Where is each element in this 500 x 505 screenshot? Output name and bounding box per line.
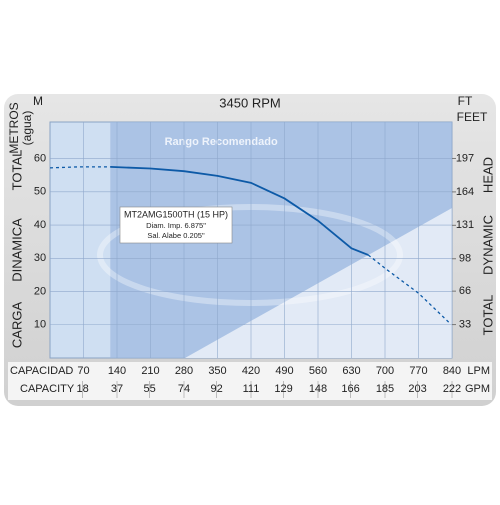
x2-tick-label: 166 bbox=[341, 383, 359, 395]
axis-strip bbox=[8, 362, 492, 400]
annotation-box bbox=[119, 206, 233, 244]
x-tick-label: 280 bbox=[175, 365, 193, 377]
x2-tick-label: 37 bbox=[111, 383, 123, 395]
x-tick-label: 350 bbox=[208, 365, 226, 377]
region-label: Rango Recomendado bbox=[165, 136, 278, 148]
y2-tick-label: 131 bbox=[456, 219, 474, 231]
annotation-text: Sal. Alabe 0.205" bbox=[147, 231, 205, 240]
x-tick-label: 630 bbox=[342, 365, 360, 377]
x-tick-label: 210 bbox=[141, 365, 159, 377]
watermark bbox=[97, 204, 403, 306]
y2-tick-label: 33 bbox=[459, 318, 471, 330]
y-tick-label: 40 bbox=[34, 219, 46, 231]
x2-unit: GPM bbox=[465, 383, 490, 395]
right-label: HEAD bbox=[480, 157, 495, 193]
x-tick-label: 840 bbox=[443, 365, 461, 377]
x-unit: LPM bbox=[467, 365, 490, 377]
x-tick-label: 700 bbox=[376, 365, 394, 377]
left-label: TOTAL bbox=[9, 150, 24, 191]
annotation-text: Diam. Imp. 6.875" bbox=[146, 221, 206, 230]
x-tick-label: 770 bbox=[409, 365, 427, 377]
x2-tick-label: 18 bbox=[76, 383, 88, 395]
x2-tick-label: 129 bbox=[274, 383, 292, 395]
x2-label: CAPACITY bbox=[20, 383, 75, 395]
x-label: CAPACIDAD bbox=[10, 365, 73, 377]
left-unit: M bbox=[33, 94, 43, 108]
x2-tick-label: 92 bbox=[210, 383, 222, 395]
right-label: DYNAMIC bbox=[480, 215, 495, 275]
title: 3450 RPM bbox=[219, 95, 280, 110]
y-tick-label: 60 bbox=[34, 152, 46, 164]
y-tick-label: 10 bbox=[34, 319, 46, 331]
x2-tick-label: 185 bbox=[376, 383, 394, 395]
right-unit: FEET bbox=[457, 110, 488, 124]
left-axis-title: METROS bbox=[7, 102, 21, 153]
x2-tick-label: 222 bbox=[443, 383, 461, 395]
right-unit: FT bbox=[458, 94, 473, 108]
x2-tick-label: 74 bbox=[178, 383, 190, 395]
x2-tick-label: 148 bbox=[309, 383, 327, 395]
left-label: DINAMICA bbox=[9, 218, 24, 282]
curve bbox=[367, 254, 450, 323]
y2-tick-label: 98 bbox=[459, 253, 471, 265]
annotation-text: MT2AMG1500TH (15 HP) bbox=[124, 209, 228, 219]
x-tick-label: 140 bbox=[108, 365, 126, 377]
y-tick-label: 50 bbox=[34, 186, 46, 198]
x-tick-label: 70 bbox=[77, 365, 89, 377]
left-label: CARGA bbox=[9, 302, 24, 349]
x-tick-label: 560 bbox=[309, 365, 327, 377]
y2-tick-label: 164 bbox=[456, 186, 474, 198]
curve bbox=[49, 166, 111, 169]
y2-tick-label: 66 bbox=[459, 285, 471, 297]
y-tick-label: 20 bbox=[34, 285, 46, 297]
y-tick-label: 30 bbox=[34, 252, 46, 264]
x-tick-label: 420 bbox=[242, 365, 260, 377]
y2-tick-label: 197 bbox=[456, 152, 474, 164]
x2-tick-label: 203 bbox=[408, 383, 426, 395]
x2-tick-label: 111 bbox=[243, 383, 260, 395]
right-label: TOTAL bbox=[480, 295, 495, 336]
x2-tick-label: 55 bbox=[143, 383, 155, 395]
left-axis-title: (agua) bbox=[20, 111, 34, 146]
curve bbox=[110, 165, 369, 256]
x-tick-label: 490 bbox=[275, 365, 293, 377]
